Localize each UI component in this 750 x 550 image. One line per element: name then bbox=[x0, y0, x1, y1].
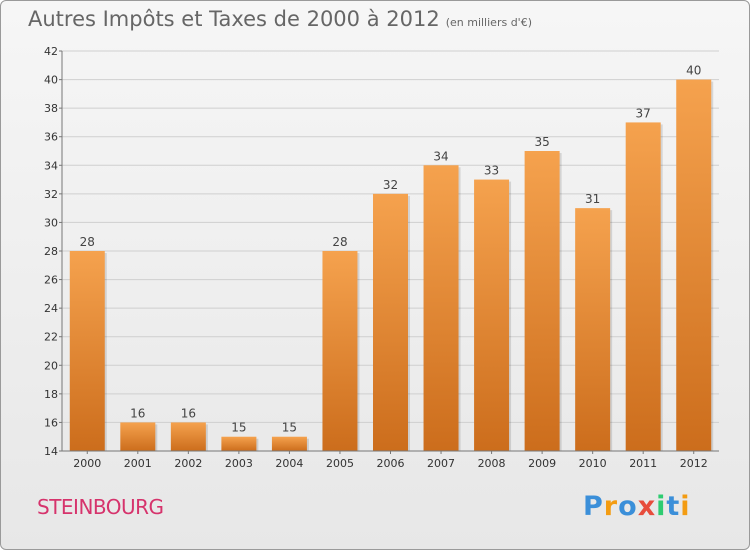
y-tick-label: 32 bbox=[44, 188, 58, 201]
logo-letter: t bbox=[666, 491, 681, 522]
data-label: 40 bbox=[686, 64, 701, 78]
bar bbox=[322, 251, 358, 451]
data-label: 31 bbox=[585, 192, 600, 206]
x-tick-label: 2008 bbox=[478, 457, 506, 470]
data-label: 28 bbox=[80, 235, 95, 249]
proxiti-logo: Proxiti bbox=[583, 491, 691, 522]
data-label: 16 bbox=[130, 406, 145, 420]
data-label: 32 bbox=[383, 178, 398, 192]
data-label: 15 bbox=[282, 421, 297, 435]
y-tick-label: 38 bbox=[44, 102, 58, 115]
bar bbox=[575, 208, 611, 451]
y-tick-label: 28 bbox=[44, 245, 58, 258]
data-label: 15 bbox=[231, 421, 246, 435]
x-tick-label: 2010 bbox=[579, 457, 607, 470]
bars: 28 16 16 15 15 28 32 34 33 35 31 37 40 bbox=[69, 64, 714, 452]
bar bbox=[625, 122, 661, 451]
x-tick-label: 2000 bbox=[73, 457, 101, 470]
data-label: 34 bbox=[433, 149, 448, 163]
bar bbox=[474, 179, 510, 452]
y-tick-label: 16 bbox=[44, 416, 58, 429]
bar bbox=[120, 422, 156, 451]
y-tick-label: 24 bbox=[44, 302, 58, 315]
data-label: 35 bbox=[534, 135, 549, 149]
title-block: Autres Impôts et Taxes de 2000 à 2012 (en… bbox=[28, 7, 532, 31]
commune-name: STEINBOURG bbox=[37, 495, 164, 519]
bar bbox=[524, 151, 560, 451]
logo-letter: P bbox=[583, 491, 604, 522]
x-tick-label: 2004 bbox=[275, 457, 303, 470]
y-tick-label: 30 bbox=[44, 216, 58, 229]
bar bbox=[170, 422, 206, 451]
bar bbox=[69, 251, 105, 451]
logo-letter: i bbox=[656, 491, 667, 522]
axes: 14 16 18 20 22 24 26 28 30 32 34 36 38 40 42 2000 2001 20… bbox=[44, 45, 719, 470]
logo-letter: x bbox=[637, 491, 657, 522]
data-label: 16 bbox=[181, 406, 196, 420]
y-tick-label: 36 bbox=[44, 131, 58, 144]
y-tick-label: 22 bbox=[44, 331, 58, 344]
x-tick-label: 2006 bbox=[377, 457, 405, 470]
x-tick-label: 2003 bbox=[225, 457, 253, 470]
bar bbox=[373, 193, 408, 451]
logo-letter: r bbox=[603, 491, 619, 522]
x-tick-label: 2011 bbox=[629, 457, 657, 470]
bar bbox=[423, 165, 459, 452]
bar bbox=[271, 436, 307, 451]
y-tick-label: 20 bbox=[44, 359, 58, 372]
y-tick-label: 26 bbox=[44, 274, 58, 287]
data-label: 28 bbox=[332, 235, 347, 249]
x-tick-label: 2007 bbox=[427, 457, 455, 470]
y-tick-label: 42 bbox=[44, 45, 58, 58]
logo-letter: o bbox=[618, 491, 638, 522]
y-tick-label: 40 bbox=[44, 74, 58, 87]
x-tick-label: 2005 bbox=[326, 457, 354, 470]
chart-title: Autres Impôts et Taxes de 2000 à 2012 bbox=[28, 7, 440, 31]
bar bbox=[221, 436, 257, 451]
logo-letter: i bbox=[680, 491, 691, 522]
bar bbox=[676, 79, 712, 452]
y-tick-label: 34 bbox=[44, 159, 58, 172]
x-tick-label: 2002 bbox=[174, 457, 202, 470]
y-tick-label: 18 bbox=[44, 388, 58, 401]
x-tick-label: 2012 bbox=[680, 457, 708, 470]
y-tick-label: 14 bbox=[44, 445, 58, 458]
data-label: 37 bbox=[636, 106, 651, 120]
x-tick-label: 2009 bbox=[528, 457, 556, 470]
x-tick-label: 2001 bbox=[124, 457, 152, 470]
data-label: 33 bbox=[484, 164, 499, 178]
chart-subtitle: (en milliers d'€) bbox=[445, 16, 532, 29]
